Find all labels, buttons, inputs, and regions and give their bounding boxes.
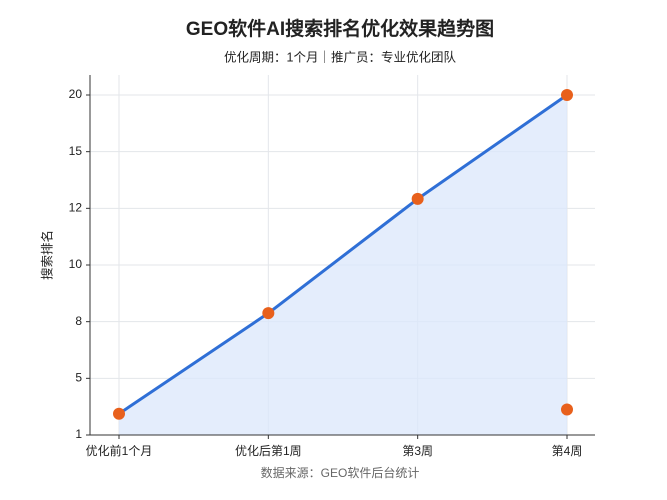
- x-tick-label: 第4周: [552, 444, 583, 458]
- point: [561, 403, 573, 416]
- x-tick-label: 优化前1个月: [86, 443, 153, 458]
- point: [113, 407, 125, 420]
- y-tick-label: 12: [69, 201, 83, 215]
- y-tick-label: 1: [75, 427, 82, 441]
- y-tick-label: 10: [69, 257, 83, 271]
- y-tick-label: 8: [75, 314, 82, 328]
- point: [262, 307, 275, 320]
- y-axis-label: 搜索排名: [39, 230, 54, 280]
- x-tick-label: 第3周: [402, 444, 433, 458]
- area: [119, 95, 567, 435]
- source-note: 数据来源：GEO软件后台统计: [261, 465, 420, 480]
- y-tick-label: 15: [69, 144, 83, 158]
- point: [411, 192, 424, 205]
- x-tick-label: 优化后第1周: [235, 444, 302, 458]
- chart-title: GEO软件AI搜索排名优化效果趋势图: [186, 17, 494, 40]
- point: [561, 89, 573, 101]
- line: [118, 93, 568, 415]
- chart-subtitle: 优化周期：1个月｜推广员：专业优化团队: [224, 49, 456, 64]
- y-tick-label: 20: [69, 87, 83, 101]
- y-tick-label: 5: [75, 371, 82, 385]
